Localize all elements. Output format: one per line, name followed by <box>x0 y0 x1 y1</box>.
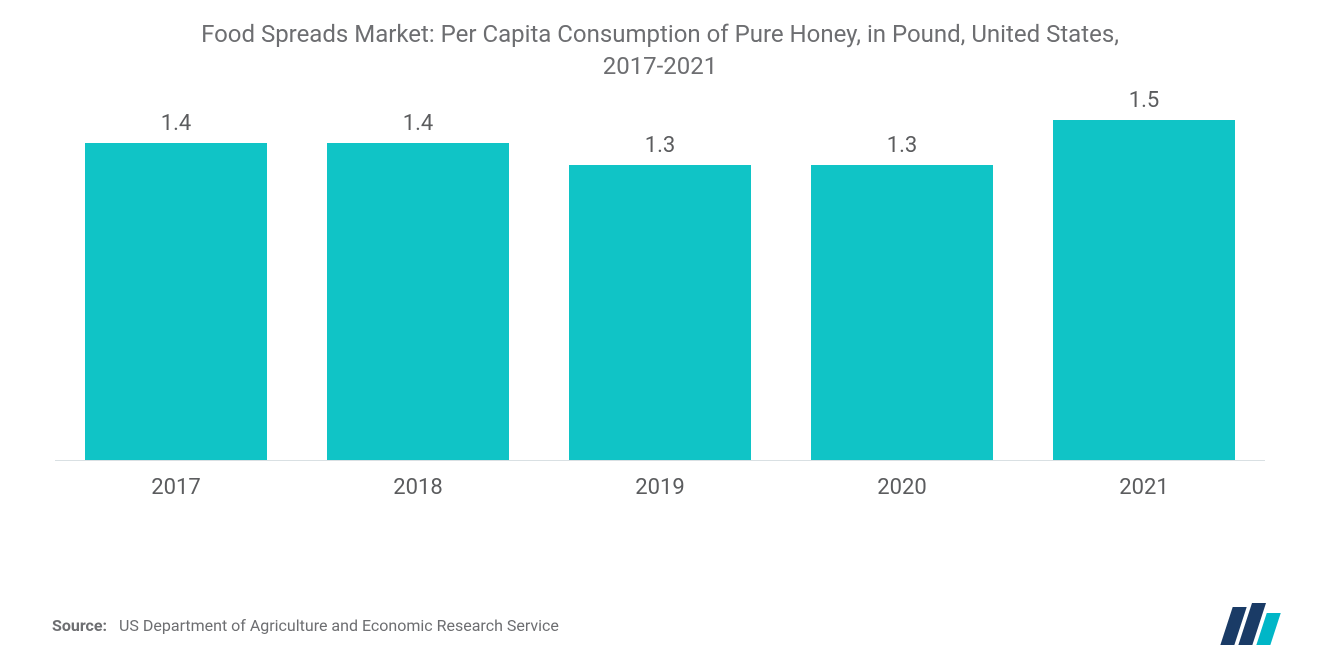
bar-slot: 1.4 <box>55 120 297 461</box>
bar: 1.5 <box>1053 120 1235 461</box>
bar-value-label: 1.4 <box>85 111 267 136</box>
bar-value-label: 1.3 <box>811 133 993 158</box>
bar-slot: 1.3 <box>781 120 1023 461</box>
bar: 1.4 <box>85 143 267 461</box>
bar-value-label: 1.3 <box>569 133 751 158</box>
x-category-label: 2019 <box>539 461 781 515</box>
brand-logo <box>1216 603 1288 645</box>
bar-slot: 1.3 <box>539 120 781 461</box>
chart-title-line2: 2017-2021 <box>603 52 718 80</box>
x-category-label: 2017 <box>55 461 297 515</box>
chart-title-wrap: Food Spreads Market: Per Capita Consumpt… <box>0 0 1320 83</box>
bar: 1.3 <box>811 165 993 461</box>
bar-value-label: 1.5 <box>1053 88 1235 113</box>
x-labels-container: 20172018201920202021 <box>55 461 1265 515</box>
logo-icon <box>1216 603 1288 645</box>
x-category-label: 2021 <box>1023 461 1265 515</box>
bars-container: 1.4 1.4 1.3 1.3 1.5 <box>55 120 1265 461</box>
bar-slot: 1.4 <box>297 120 539 461</box>
chart-title-line1: Food Spreads Market: Per Capita Consumpt… <box>201 20 1119 48</box>
source-text: US Department of Agriculture and Economi… <box>119 616 559 635</box>
source-label: Source: <box>52 616 107 635</box>
source-footer: Source: US Department of Agriculture and… <box>52 616 559 635</box>
bar: 1.4 <box>327 143 509 461</box>
chart-title: Food Spreads Market: Per Capita Consumpt… <box>201 18 1119 83</box>
x-category-label: 2020 <box>781 461 1023 515</box>
bar: 1.3 <box>569 165 751 461</box>
bar-slot: 1.5 <box>1023 120 1265 461</box>
x-category-label: 2018 <box>297 461 539 515</box>
bar-chart: 1.4 1.4 1.3 1.3 1.5 20172018201920202021 <box>55 120 1265 515</box>
bar-value-label: 1.4 <box>327 111 509 136</box>
